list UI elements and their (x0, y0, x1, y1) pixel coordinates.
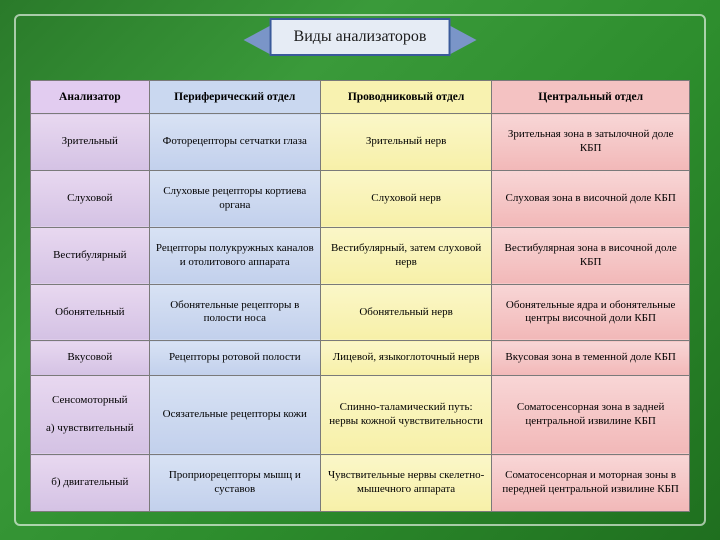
table-row: ВестибулярныйРецепторы полукружных канал… (31, 227, 690, 284)
table-cell: Обонятельный нерв (320, 284, 491, 341)
table-cell: Слуховые рецепторы кортиева органа (149, 170, 320, 227)
table-cell: Вестибулярная зона в височной доле КБП (492, 227, 690, 284)
table-cell: Вестибулярный, затем слуховой нерв (320, 227, 491, 284)
table-cell: Проприорецепторы мышц и суставов (149, 455, 320, 512)
table-cell: б) двигательный (31, 455, 150, 512)
table-cell: Соматосенсорная и моторная зоны в передн… (492, 455, 690, 512)
table-cell: Фоторецепторы сетчатки глаза (149, 114, 320, 171)
column-header: Анализатор (31, 81, 150, 114)
table-cell: Слуховой нерв (320, 170, 491, 227)
table-cell: Вкусовой (31, 341, 150, 375)
table-cell: Рецепторы ротовой полости (149, 341, 320, 375)
table-cell: Вкусовая зона в теменной доле КБП (492, 341, 690, 375)
table-cell: Зрительная зона в затылочной доле КБП (492, 114, 690, 171)
table-row: ОбонятельныйОбонятельные рецепторы в пол… (31, 284, 690, 341)
ribbon-right-icon (450, 26, 476, 54)
table-cell: Зрительный (31, 114, 150, 171)
table-row: б) двигательныйПроприорецепторы мышц и с… (31, 455, 690, 512)
table-cell: Обонятельный (31, 284, 150, 341)
column-header: Центральный отдел (492, 81, 690, 114)
table-cell: Обонятельные ядра и обонятельные центры … (492, 284, 690, 341)
table-cell: Слуховая зона в височной доле КБП (492, 170, 690, 227)
analyzer-table-container: АнализаторПериферический отделПроводнико… (30, 80, 690, 512)
table-cell: Соматосенсорная зона в задней центрально… (492, 375, 690, 455)
table-cell: Осязательные рецепторы кожи (149, 375, 320, 455)
table-cell: Обонятельные рецепторы в полости носа (149, 284, 320, 341)
table-cell: Зрительный нерв (320, 114, 491, 171)
analyzer-table: АнализаторПериферический отделПроводнико… (30, 80, 690, 512)
table-cell: Спинно-таламический путь: нервы кожной ч… (320, 375, 491, 455)
table-cell: Вестибулярный (31, 227, 150, 284)
table-cell: Слуховой (31, 170, 150, 227)
column-header: Проводниковый отдел (320, 81, 491, 114)
table-cell: Сенсомоторныйа) чувствительный (31, 375, 150, 455)
ribbon-left-icon (244, 26, 270, 54)
table-row: ЗрительныйФоторецепторы сетчатки глазаЗр… (31, 114, 690, 171)
table-row: Сенсомоторныйа) чувствительныйОсязательн… (31, 375, 690, 455)
table-cell: Чувствительные нервы скелетно-мышечного … (320, 455, 491, 512)
page-title: Виды анализаторов (270, 18, 451, 56)
table-row: СлуховойСлуховые рецепторы кортиева орга… (31, 170, 690, 227)
title-banner: Виды анализаторов (270, 18, 451, 56)
table-cell: Рецепторы полукружных каналов и отолитов… (149, 227, 320, 284)
table-cell: Лицевой, языкоглоточный нерв (320, 341, 491, 375)
table-row: ВкусовойРецепторы ротовой полостиЛицевой… (31, 341, 690, 375)
column-header: Периферический отдел (149, 81, 320, 114)
